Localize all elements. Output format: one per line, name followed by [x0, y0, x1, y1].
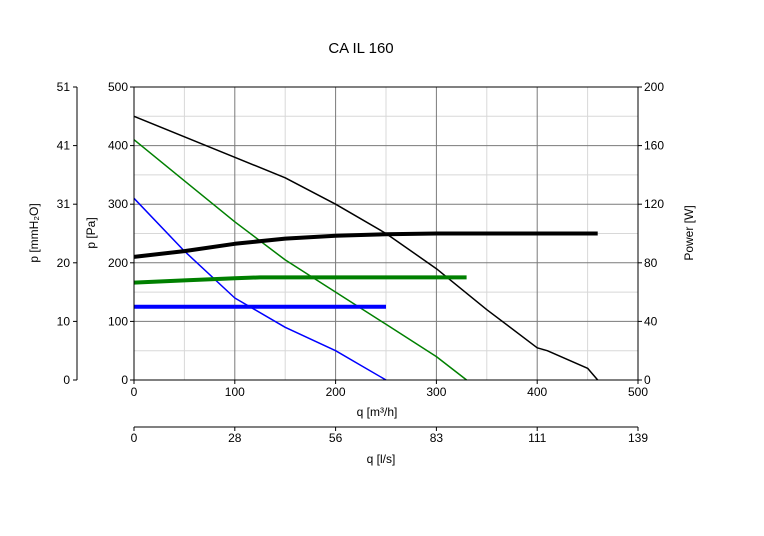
y-axis-label-mmh2o: p [mmH₂O]	[27, 203, 41, 262]
x-tick-label-ls: 56	[329, 431, 343, 445]
x-tick-label-ls: 83	[430, 431, 444, 445]
y-tick-label-mmh2o: 0	[63, 373, 70, 387]
y-tick-label-power: 200	[644, 80, 664, 94]
series-line-4	[133, 231, 598, 259]
y-tick-label: 100	[108, 314, 128, 328]
x-tick-label: 200	[326, 385, 346, 399]
y-tick-label-mmh2o: 10	[57, 314, 71, 328]
y-tick-label-power: 160	[644, 139, 664, 153]
series-line-5	[133, 275, 467, 285]
y-tick-label-mmh2o: 31	[57, 197, 71, 211]
x-axis-label-ls: q [l/s]	[367, 452, 396, 466]
series-line-3	[133, 197, 387, 381]
y-tick-label: 0	[121, 373, 128, 387]
chart-title: CA IL 160	[328, 40, 393, 57]
series-line-2	[133, 139, 468, 381]
y-tick-label-power: 40	[644, 314, 658, 328]
y-tick-label-power: 0	[644, 373, 651, 387]
x-tick-label-ls: 0	[131, 431, 138, 445]
y-tick-label: 400	[108, 139, 128, 153]
y-axis-label-power: Power [W]	[682, 205, 696, 260]
series-line-1	[133, 115, 599, 381]
x-axis-label: q [m³/h]	[357, 405, 398, 419]
y-tick-label-power: 80	[644, 256, 658, 270]
x-tick-label: 500	[628, 385, 648, 399]
y-tick-label-mmh2o: 51	[57, 80, 71, 94]
y-axis-label-pa: p [Pa]	[84, 217, 98, 248]
y-tick-label-mmh2o: 20	[57, 256, 71, 270]
grid	[134, 87, 638, 380]
x-tick-label-ls: 28	[228, 431, 242, 445]
x-tick-label-ls: 111	[528, 431, 547, 445]
x-tick-label: 100	[225, 385, 245, 399]
y-tick-label: 200	[108, 256, 128, 270]
plot-frame	[133, 86, 639, 381]
y-tick-label: 300	[108, 197, 128, 211]
axes	[73, 86, 642, 431]
series-layer	[133, 115, 599, 381]
x-tick-label: 400	[527, 385, 547, 399]
x-tick-label-ls: 139	[628, 431, 648, 445]
y-tick-label: 500	[108, 80, 128, 94]
y-tick-label-mmh2o: 41	[57, 139, 71, 153]
y-tick-label-power: 120	[644, 197, 664, 211]
x-tick-label: 300	[426, 385, 446, 399]
x-tick-label: 0	[131, 385, 138, 399]
